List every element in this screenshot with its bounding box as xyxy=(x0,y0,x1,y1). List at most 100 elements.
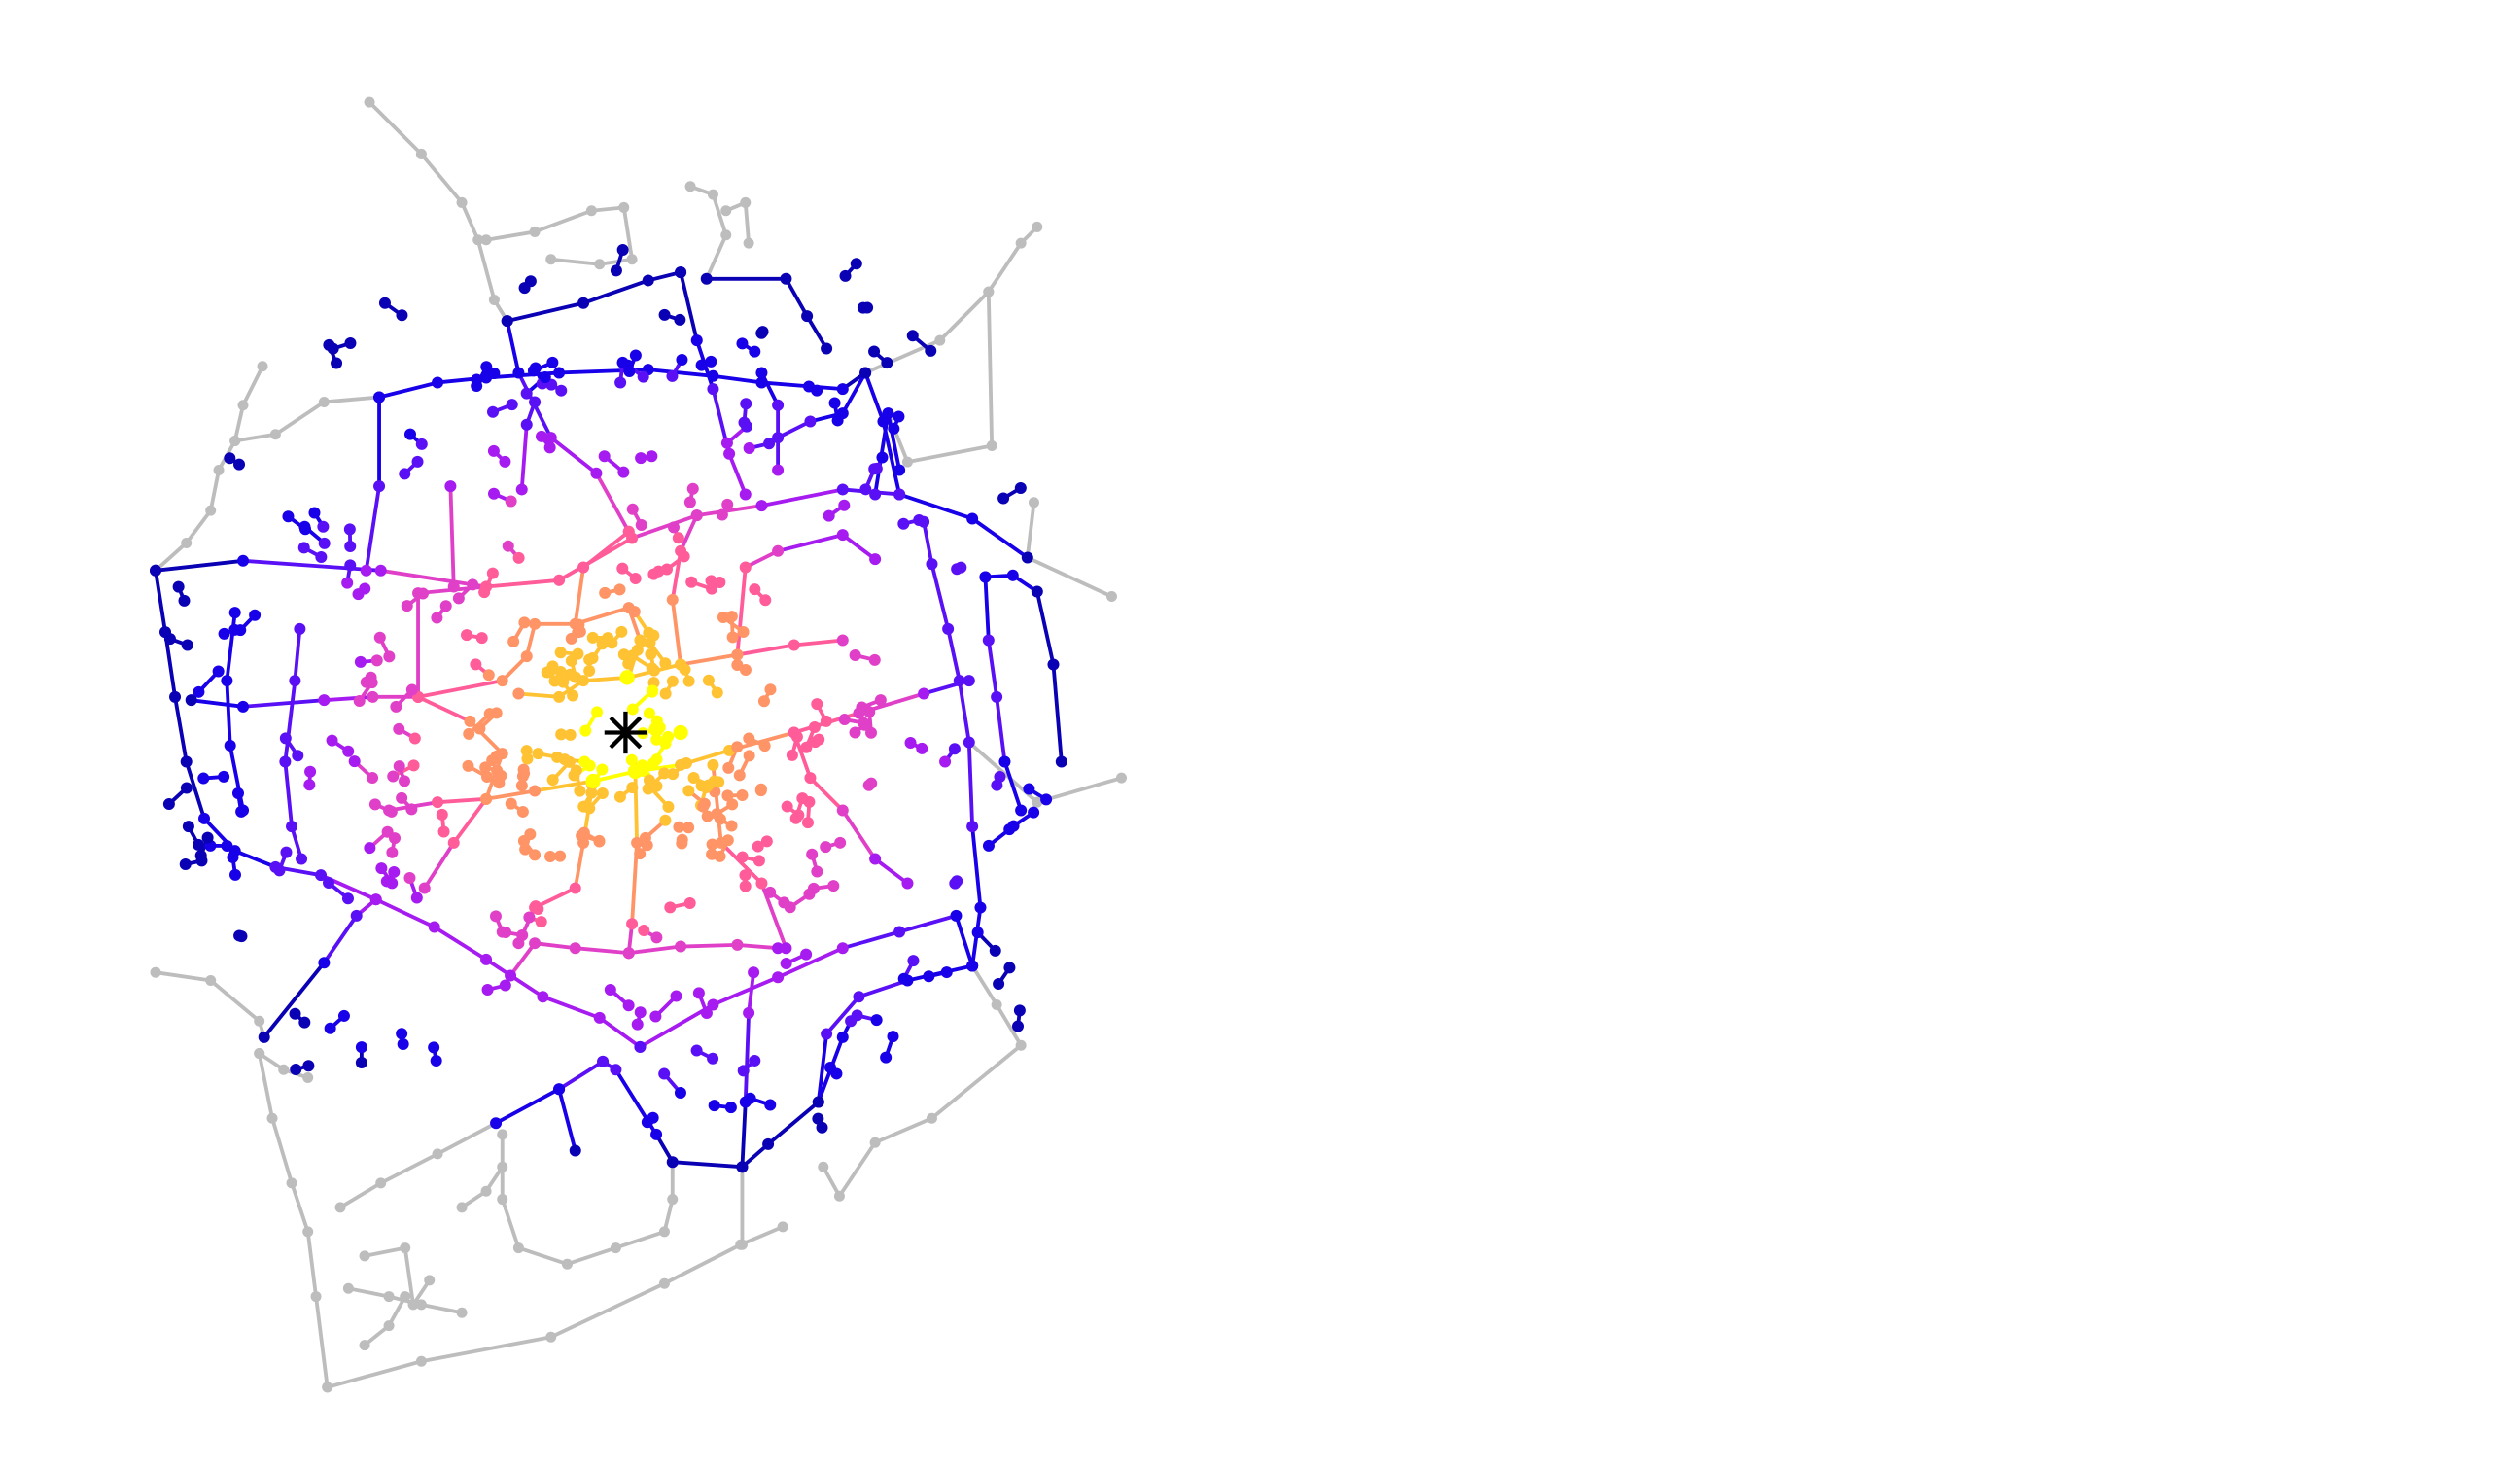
dead-end-node xyxy=(1040,793,1052,805)
dead-end-node xyxy=(925,345,936,357)
unreachable-node xyxy=(1029,497,1039,508)
central-node xyxy=(585,774,600,788)
unreachable-node xyxy=(562,1259,573,1270)
intersection-node xyxy=(497,675,508,686)
dead-end-node xyxy=(782,801,793,813)
intersection-node xyxy=(840,270,852,282)
unreachable-node xyxy=(708,190,718,200)
intersection-node xyxy=(521,419,533,431)
intersection-node xyxy=(691,509,703,521)
dead-end-node xyxy=(941,966,953,978)
intersection-node xyxy=(684,897,696,909)
unreachable-node xyxy=(987,440,998,451)
intersection-node xyxy=(744,750,755,761)
intersection-node xyxy=(232,788,244,799)
intersection-node xyxy=(772,545,784,557)
intersection-node xyxy=(901,878,913,890)
unreachable-node xyxy=(1116,773,1127,784)
intersection-node xyxy=(615,626,627,638)
intersection-node xyxy=(180,858,192,870)
intersection-node xyxy=(471,374,482,386)
dead-end-node xyxy=(743,733,754,745)
intersection-node xyxy=(907,955,919,966)
intersection-node xyxy=(453,592,465,604)
intersection-node xyxy=(367,772,378,784)
intersection-node xyxy=(647,685,658,697)
intersection-node xyxy=(369,798,381,810)
intersection-node xyxy=(344,541,356,552)
intersection-node xyxy=(893,464,905,475)
unreachable-node xyxy=(360,1340,370,1350)
dead-end-node xyxy=(790,813,802,824)
intersection-node xyxy=(570,883,581,894)
dead-end-node xyxy=(299,523,311,535)
intersection-node xyxy=(673,532,684,543)
intersection-node xyxy=(871,463,883,474)
unreachable-node xyxy=(278,1065,289,1075)
intersection-node xyxy=(983,634,995,646)
dead-end-node xyxy=(192,839,204,851)
intersection-node xyxy=(470,658,481,670)
intersection-node xyxy=(713,776,724,788)
intersection-node xyxy=(800,742,812,753)
intersection-node xyxy=(852,1009,863,1021)
dead-end-node xyxy=(1028,807,1039,819)
intersection-node xyxy=(583,665,595,677)
dead-end-node xyxy=(554,851,566,862)
intersection-node xyxy=(282,510,294,522)
intersection-node xyxy=(614,376,626,388)
dead-end-node xyxy=(875,694,887,706)
dead-end-node xyxy=(691,1045,703,1057)
unreachable-node xyxy=(151,967,161,978)
intersection-node xyxy=(611,264,622,276)
dead-end-node xyxy=(662,801,674,813)
dead-end-node xyxy=(371,654,383,666)
dead-end-node xyxy=(387,770,399,782)
intersection-node xyxy=(587,632,599,644)
intersection-node xyxy=(529,618,541,630)
intersection-node xyxy=(837,1032,849,1043)
dead-end-node xyxy=(218,771,229,783)
intersection-node xyxy=(237,701,249,713)
unreachable-node xyxy=(834,1191,845,1202)
intersection-node xyxy=(503,541,514,552)
dead-end-node xyxy=(315,551,327,563)
dead-end-node xyxy=(629,606,641,617)
dead-end-node xyxy=(632,645,644,656)
intersection-node xyxy=(428,1041,439,1053)
unreachable-node xyxy=(618,202,629,213)
intersection-node xyxy=(731,939,743,951)
intersection-node xyxy=(411,892,423,903)
unreachable-node xyxy=(400,1242,410,1253)
intersection-node xyxy=(725,1102,737,1113)
intersection-node xyxy=(963,737,975,749)
dead-end-node xyxy=(644,708,655,719)
unreachable-node xyxy=(205,975,216,986)
intersection-node xyxy=(408,759,420,771)
dead-end-node xyxy=(416,438,428,450)
dead-end-node xyxy=(802,817,814,828)
dead-end-node xyxy=(972,927,984,938)
dead-end-node xyxy=(744,442,755,454)
unreachable-node xyxy=(238,400,249,410)
dead-end-node xyxy=(696,780,708,791)
dead-end-node xyxy=(544,441,556,453)
dead-end-node xyxy=(379,298,391,309)
intersection-node xyxy=(715,813,726,824)
intersection-node xyxy=(838,500,850,511)
unreachable-node xyxy=(214,465,225,475)
dead-end-node xyxy=(991,780,1002,791)
unreachable-node xyxy=(375,1177,386,1188)
intersection-node xyxy=(1056,756,1068,768)
unreachable-node xyxy=(360,1250,370,1261)
dead-end-node xyxy=(998,493,1009,505)
intersection-node xyxy=(405,803,417,815)
unreachable-node xyxy=(365,97,375,108)
unreachable-node xyxy=(720,205,731,216)
dead-end-node xyxy=(740,880,752,892)
intersection-node xyxy=(801,310,813,322)
intersection-node xyxy=(780,273,791,285)
unreachable-node xyxy=(322,1382,332,1392)
dead-end-node xyxy=(1012,1021,1024,1032)
